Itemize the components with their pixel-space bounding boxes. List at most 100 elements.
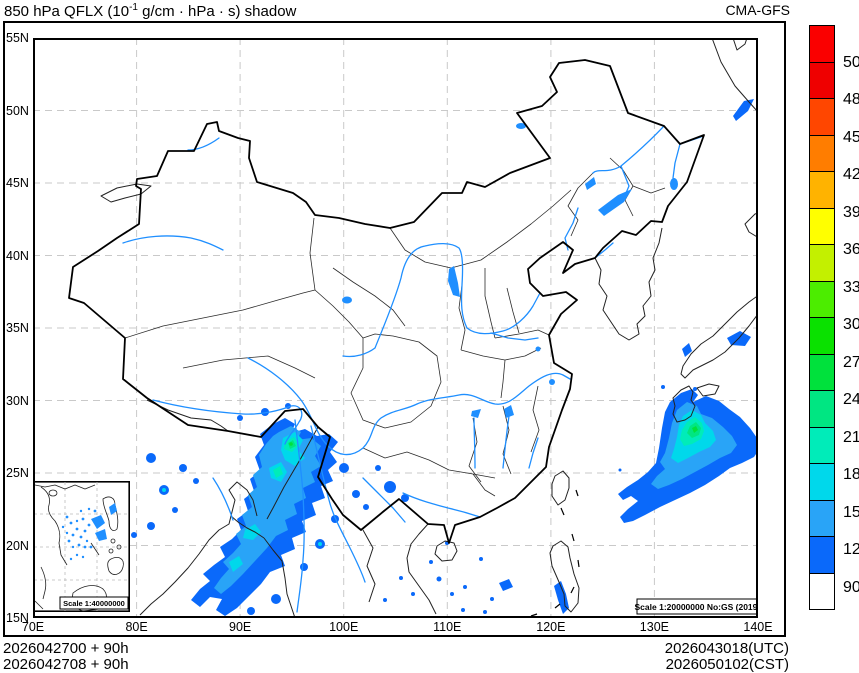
sakhalin-tip [732,38,748,51]
lat-tick-label: 20N [6,538,29,553]
title-post: g/cm · hPa · s) shadow [137,3,297,20]
lat-tick-label: 15N [6,611,29,625]
pearl-river [402,492,481,518]
colorbar-label: 270 [843,353,859,371]
yellow-river-reservoir [448,266,460,297]
lon-tick-label: 80E [125,620,148,634]
nepal-border [146,399,229,432]
lat-tick-label: 30N [6,393,29,408]
colorbar-segment [809,572,835,610]
yalu-river [594,242,614,259]
colorbar-segment [809,25,835,63]
colorbar-label: 500 [843,53,859,71]
indochina-border [362,529,376,603]
foreign-coastlines [100,38,758,618]
colorbar-segment [809,353,835,391]
colorbar-label: 390 [843,203,859,221]
colorbar-label: 120 [843,541,859,558]
taihu-lake [549,379,555,385]
korea-coastline [594,227,663,341]
lon-tick-label: 140E [743,620,773,634]
colorbar-label: 150 [843,503,859,521]
lon-tick-label: 120E [536,620,566,634]
lakes [342,123,678,418]
ne-lake-streak [598,189,632,216]
colorbar-segment [809,280,835,318]
lon-tick-label: 110E [433,620,462,634]
title-pre: 850 hPa QFLX (10 [4,3,130,20]
colorbar-segment [809,536,835,574]
colorbar-segment [809,390,835,428]
luzon-coastline [549,540,580,613]
hulun-lake [516,123,526,129]
honshu-coastline [680,294,758,379]
map-frame [33,38,758,618]
lat-tick-label: 50N [6,103,29,118]
map-canvas: Scale 1:40000000 Scale 1:20000000 No:GS … [33,38,758,618]
myanmar-coastline [263,537,296,618]
lat-tick-label: 25N [6,466,29,480]
colorbar-label: 480 [843,91,859,108]
xiang-river [473,417,476,469]
graticule [33,38,758,618]
chart-outer-frame [3,21,786,637]
ussuri-river [672,143,681,179]
colorbar-segment [809,426,835,464]
colorbar-segment [809,317,835,355]
colorbar-label: 240 [843,391,859,408]
colorbar-segment [809,499,835,537]
shikoku-coastline [696,383,720,397]
lat-tick-label: 45N [6,176,29,190]
huai-river [490,332,539,341]
gan-river [502,415,510,469]
model-label: CMA-GFS [725,2,790,18]
colorbar-segment [809,134,835,172]
taiwan-coastline [551,470,570,506]
colorbar-label: 360 [843,241,859,258]
init-time-utc: 2026042700 + 90h [3,640,129,657]
colorbar-segment [809,61,835,99]
min-river [528,437,539,469]
qinghai-lake [342,296,352,304]
lon-tick-label: 100E [329,620,359,634]
title-superscript: -1 [129,2,138,13]
init-time-cst: 2026042708 + 90h [3,655,129,673]
colorbar-label: 450 [843,128,859,146]
balkhash-lake-outline [100,183,152,203]
sakhalin-coastline [711,38,758,113]
footer-valid-times: 2026043018(UTC) 2026050102(CST) [489,641,789,672]
yellow-river [342,242,541,358]
kyushu-coastline [672,385,696,423]
page-title: 850 hPa QFLX (10-1 g/cm · hPa · s) shado… [4,2,296,20]
hongze-lake [535,346,541,352]
vietnam-coastline [406,523,437,615]
khanka-lake [670,178,678,190]
inset-qflx-specks [61,503,117,561]
footer-init-times: 2026042700 + 90h 2026042708 + 90h [3,641,129,672]
lat-tick-label: 35N [6,321,29,335]
india-myanmar-border [266,426,319,520]
colorbar-label: 180 [843,466,859,483]
mekong-river [310,425,366,583]
colorbar-segment [809,171,835,209]
inset-scale-box: Scale 1:40000000 [59,596,129,610]
poyang-lake [504,405,514,418]
inset-scale-label: Scale 1:40000000 [63,599,125,608]
colorbar-label: 90 [843,578,859,596]
irtysh-river [187,137,220,151]
colorbar [809,25,835,610]
hainan-coastline [434,540,458,562]
map-scale-label: Scale 1:20000000 No:GS (2019) 1786 [635,602,758,612]
colorbar-segment [809,244,835,282]
nine-dash-line [530,489,580,617]
colorbar-segment [809,463,835,501]
colorbar-label: 330 [843,278,859,296]
lat-tick-label: 40N [6,248,29,263]
china-border [68,59,705,544]
tarim-river [122,235,224,251]
qflx-shading-east [618,385,758,523]
valid-time-cst: 2026050102(CST) [665,655,789,673]
lon-tick-label: 90E [229,620,252,634]
colorbar-label: 420 [843,166,859,183]
